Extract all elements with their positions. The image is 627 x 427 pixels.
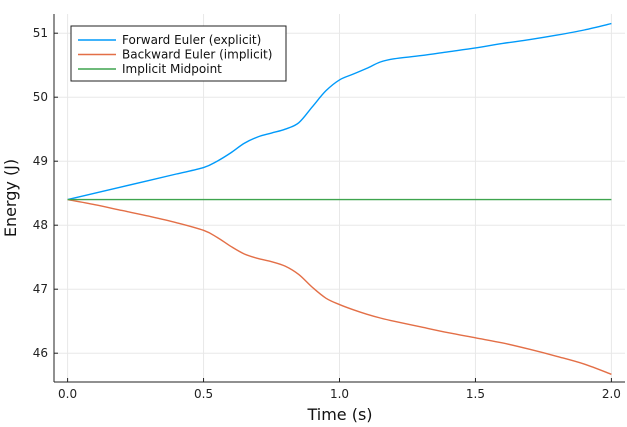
x-ticks: 0.0 0.5 1.0 1.5 2.0 (58, 378, 621, 401)
x-tick-label: 2.0 (602, 387, 621, 401)
y-axis-label: Energy (J) (1, 159, 20, 237)
y-tick-label: 48 (33, 218, 48, 232)
x-tick-label: 0.0 (58, 387, 77, 401)
y-tick-label: 51 (33, 26, 48, 40)
legend-box (70, 25, 287, 82)
y-tick-label: 50 (33, 90, 48, 104)
x-axis-label: Time (s) (306, 405, 372, 424)
legend-label-2: Backward Euler (implicit) (122, 48, 272, 62)
x-tick-label: 1.0 (330, 387, 349, 401)
y-ticks: 46 47 48 49 50 51 (33, 26, 58, 360)
legend: Forward Euler (explicit)Backward Euler (… (70, 25, 287, 82)
series-line-1 (67, 22, 612, 201)
y-tick-label: 47 (33, 282, 48, 296)
legend-label-3: Implicit Midpoint (122, 62, 222, 76)
y-tick-label: 49 (33, 154, 48, 168)
y-tick-label: 46 (33, 346, 48, 360)
x-tick-label: 1.5 (466, 387, 485, 401)
legend-label-1: Forward Euler (explicit) (122, 33, 261, 47)
series-line-2 (67, 198, 612, 375)
series-layer (67, 22, 612, 375)
x-tick-label: 0.5 (194, 387, 213, 401)
